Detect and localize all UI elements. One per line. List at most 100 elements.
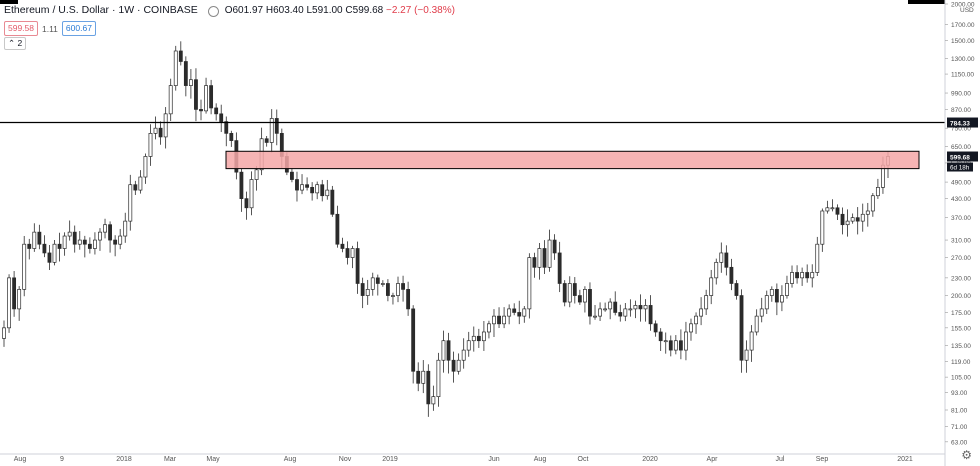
top-dark-bar-right [908, 0, 980, 4]
settings-gear-icon[interactable]: ⚙ [961, 448, 972, 462]
symbol-title[interactable]: Ethereum / U.S. Dollar · 1W · COINBASE [4, 4, 198, 16]
candle-body [805, 272, 810, 279]
candle-body [103, 224, 107, 233]
candle-body [638, 305, 643, 310]
price-tick-label: 1300.00 [951, 56, 975, 63]
candle-body [481, 331, 486, 342]
candle-body [406, 289, 411, 310]
candle-body [153, 127, 158, 134]
ask-price-button[interactable]: 600.67 [61, 21, 96, 36]
candle-body [113, 239, 118, 245]
candle-body [249, 179, 254, 209]
candle-body [840, 213, 845, 226]
candle-body [754, 315, 759, 333]
candle-body [820, 210, 825, 245]
price-tick-label: 870.00 [951, 107, 971, 114]
time-tick-label: Nov [339, 456, 352, 463]
candle-body [87, 243, 92, 249]
candle-body [320, 184, 325, 197]
candle-body [380, 283, 385, 285]
candle-body [290, 171, 294, 180]
candle-body [350, 248, 355, 258]
time-tick-label: Oct [578, 456, 589, 463]
candle-body [426, 370, 431, 405]
candle-body [32, 231, 37, 249]
candle-body [764, 295, 769, 310]
candle-body [264, 138, 269, 143]
candle-body [355, 248, 360, 284]
candle-body [7, 277, 11, 329]
time-tick-label: 9 [60, 456, 64, 463]
candle-body [668, 340, 673, 351]
candle-body [684, 331, 688, 351]
candle-body [855, 217, 860, 222]
price-tick-label: 71.00 [951, 424, 968, 431]
candle-body [547, 239, 552, 268]
candle-body [729, 266, 734, 284]
candle-body [77, 239, 82, 245]
candle-body [158, 127, 163, 138]
candle-body [163, 113, 168, 138]
time-tick-label: Mar [164, 456, 177, 463]
price-markers: 784.33 599.68 6d 18h [947, 117, 978, 172]
candle-body [143, 156, 148, 178]
candle-body [795, 272, 799, 279]
candle-body [522, 308, 527, 317]
top-dark-bar-left [0, 0, 18, 4]
time-axis[interactable]: Aug 9 2018 Mar May Aug Nov 2019 Jun Aug Oct 2020 Apr… [0, 453, 945, 463]
candle-body [623, 308, 628, 317]
candle-body [178, 50, 183, 62]
time-tick-label: 2021 [897, 456, 913, 463]
indicators-toggle-button[interactable]: ⌃ 2 [4, 37, 27, 50]
candle-body [780, 295, 784, 303]
quote-boxes: 599.58 1.11 600.67 [4, 21, 96, 36]
candle-body [714, 261, 719, 279]
bid-price-button[interactable]: 599.58 [4, 21, 38, 36]
candle-body [512, 308, 517, 313]
candle-body [62, 235, 67, 249]
candle-body [487, 323, 491, 333]
candle-body [204, 85, 208, 112]
candle-body [82, 239, 87, 245]
candle-body [628, 308, 633, 311]
low-value: L591.00 [306, 4, 343, 16]
price-tick-label: 370.00 [951, 215, 971, 222]
candle-body [436, 359, 441, 398]
candle-body [128, 184, 133, 222]
time-tick-label: 2019 [382, 456, 398, 463]
candle-body [133, 184, 138, 191]
candle-body [315, 184, 320, 194]
candle-body [562, 283, 567, 303]
time-tick-label: Aug [534, 456, 547, 463]
last-price-tag [947, 151, 978, 162]
candle-body [456, 359, 461, 372]
indicator-count: 2 [17, 38, 23, 48]
candle-body [557, 252, 562, 284]
price-tick-label: 490.00 [951, 180, 971, 187]
price-tick-label: 63.00 [951, 439, 968, 446]
candle-body [295, 179, 299, 191]
price-tick-label: 155.00 [951, 325, 971, 332]
candle-body [17, 289, 22, 310]
candle-body [168, 85, 173, 115]
candle-body [492, 315, 496, 325]
candle-body [567, 283, 572, 303]
currency-label: USD [960, 7, 974, 14]
candle-body [47, 252, 52, 263]
chart-legend-header: Ethereum / U.S. Dollar · 1W · COINBASE O… [4, 3, 455, 17]
visibility-eye-icon[interactable] [207, 5, 219, 17]
candle-body [385, 283, 390, 296]
candle-body [769, 289, 774, 296]
candle-body [391, 295, 395, 297]
candle-body [446, 340, 451, 361]
open-value: O601.97 [224, 4, 264, 16]
candle-body [810, 272, 815, 279]
price-tick-label: 1150.00 [951, 72, 974, 79]
candle-body [815, 243, 820, 273]
candle-body [719, 252, 724, 263]
candle-body [724, 252, 729, 268]
candle-body [825, 207, 830, 212]
candle-body [633, 305, 638, 310]
